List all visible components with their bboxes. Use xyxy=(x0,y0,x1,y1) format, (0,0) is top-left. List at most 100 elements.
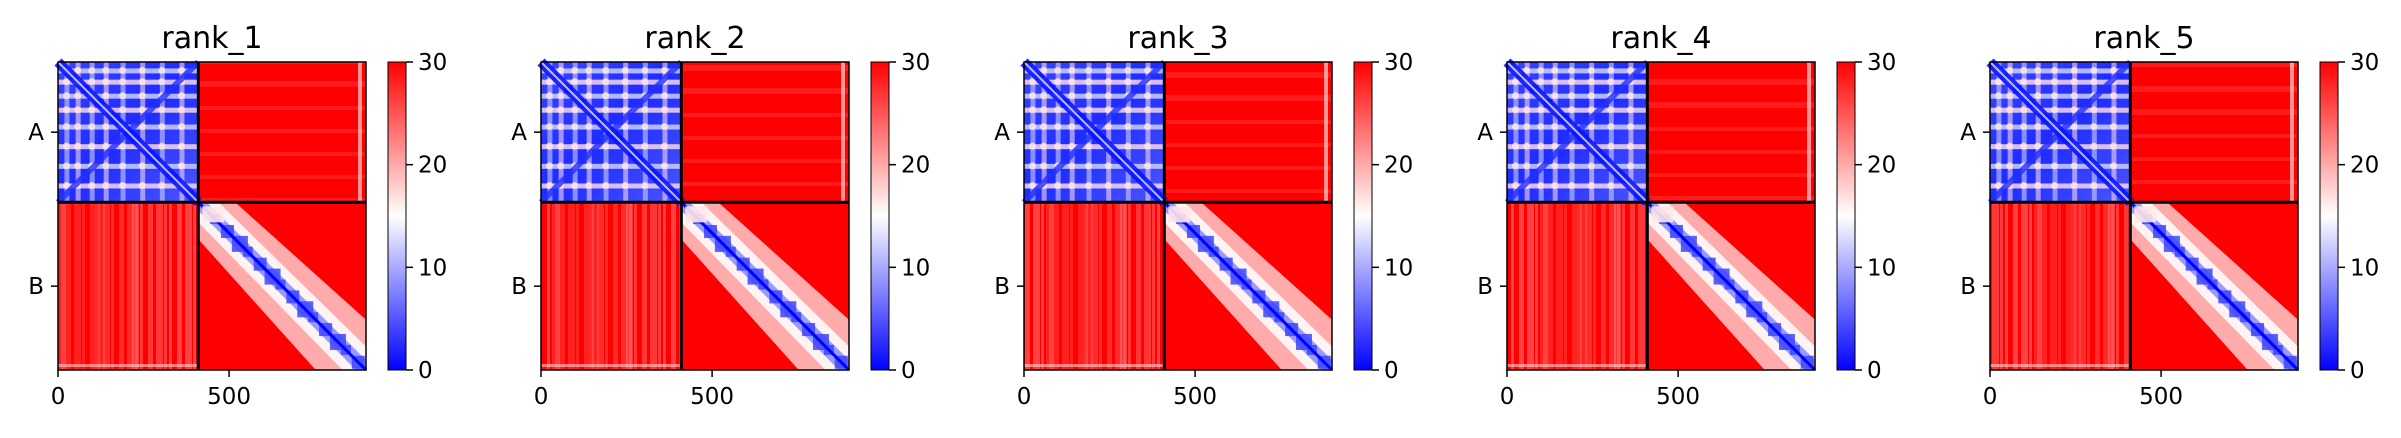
texture-stripe xyxy=(1647,127,1815,129)
texture-stripe xyxy=(82,202,85,370)
domain-node xyxy=(119,162,127,170)
texture-stripe xyxy=(1033,202,1040,370)
domain-node xyxy=(74,142,82,150)
texture-stripe xyxy=(2108,202,2115,370)
texture-stripe xyxy=(140,202,143,370)
domain-node xyxy=(2006,92,2014,100)
domain-node xyxy=(1068,92,1076,100)
domain-node xyxy=(2070,66,2078,74)
domain-stripe xyxy=(1996,62,2002,203)
texture-stripe xyxy=(1128,202,1131,370)
domain-node xyxy=(2109,66,2117,74)
domain-node xyxy=(119,142,127,150)
texture-stripe xyxy=(198,175,366,177)
texture-stripe xyxy=(681,159,849,161)
domain-node xyxy=(2051,106,2059,114)
texture-stripe xyxy=(1519,202,1524,370)
domain-node xyxy=(2020,123,2028,131)
texture-stripe xyxy=(2130,157,2298,159)
domain-node xyxy=(119,66,127,74)
domain-node xyxy=(2090,106,2098,114)
domain-node xyxy=(1143,142,1151,150)
domain-node xyxy=(62,181,70,189)
texture-stripe xyxy=(156,202,163,370)
domain-node xyxy=(74,162,82,170)
domain-node xyxy=(1104,181,1112,189)
domain-node xyxy=(2109,123,2117,131)
domain-node xyxy=(1607,106,1615,114)
domain-node xyxy=(585,123,593,131)
domain-node xyxy=(1537,78,1545,86)
domain-node xyxy=(585,78,593,86)
domain-node xyxy=(2109,142,2117,150)
domain-stripe xyxy=(140,62,146,203)
texture-stripe xyxy=(1062,202,1069,370)
domain-node xyxy=(1124,106,1132,114)
texture-stripe xyxy=(2074,202,2081,370)
domain-node xyxy=(1607,142,1615,150)
domain-stripe xyxy=(2021,62,2027,203)
texture-stripe xyxy=(1025,202,1030,370)
x-tick-label: 500 xyxy=(1173,384,1217,410)
domain-node xyxy=(1994,181,2002,189)
texture-stripe xyxy=(560,202,565,370)
plot-frame xyxy=(1506,61,1816,371)
pae-heatmap: A B 0 500 xyxy=(994,58,1334,410)
panel-title: rank_3 xyxy=(1127,21,1228,56)
texture-stripe xyxy=(119,202,124,370)
domain-node xyxy=(1523,123,1531,131)
domain-node xyxy=(2006,123,2014,131)
domain-node xyxy=(621,66,629,74)
domain-node xyxy=(1068,66,1076,74)
domain-node xyxy=(138,106,146,114)
domain-stripe xyxy=(558,62,564,203)
colorbar-tick-label: 20 xyxy=(2350,153,2379,179)
domain-node xyxy=(102,123,110,131)
texture-stripe xyxy=(1078,202,1083,370)
domain-node xyxy=(641,181,649,189)
domain-node xyxy=(177,66,185,74)
domain-node xyxy=(1523,162,1531,170)
domain-node xyxy=(621,162,629,170)
texture-stripe xyxy=(2130,113,2298,115)
domain-node xyxy=(177,92,185,100)
domain-node xyxy=(1054,123,1062,131)
domain-node xyxy=(62,162,70,170)
chain-label: A xyxy=(1960,120,1976,146)
domain-node xyxy=(1523,106,1531,114)
x-tick-label: 0 xyxy=(1500,384,1515,410)
domain-node xyxy=(2020,106,2028,114)
domain-node xyxy=(119,92,127,100)
domain-node xyxy=(1028,78,1036,86)
domain-stripe xyxy=(1125,62,1131,203)
domain-node xyxy=(1523,142,1531,150)
texture-stripe xyxy=(1120,202,1127,370)
domain-node xyxy=(1124,66,1132,74)
texture-stripe xyxy=(2058,202,2061,370)
domain-node xyxy=(1104,78,1112,86)
texture-stripe xyxy=(1647,152,1815,154)
domain-node xyxy=(1054,181,1062,189)
texture-stripe xyxy=(1083,202,1088,370)
chain-b-block xyxy=(1163,201,1334,372)
domain-node xyxy=(1551,142,1559,150)
texture-stripe xyxy=(1511,202,1514,370)
domain-node xyxy=(1626,66,1634,74)
texture-stripe xyxy=(681,161,849,163)
domain-stripe xyxy=(1507,107,1648,113)
texture-stripe xyxy=(1647,106,1815,108)
texture-stripe xyxy=(1136,202,1141,370)
colorbar: 0 10 20 30 xyxy=(387,50,447,384)
panel-title: rank_1 xyxy=(161,21,262,56)
domain-node xyxy=(1994,123,2002,131)
domain-node xyxy=(1568,181,1576,189)
domain-node xyxy=(88,106,96,114)
texture-patch xyxy=(202,206,225,223)
texture-stripe xyxy=(198,198,366,200)
texture-stripe xyxy=(198,131,366,133)
chain-label: A xyxy=(511,120,527,146)
domain-node xyxy=(138,92,146,100)
domain-node xyxy=(2034,123,2042,131)
domain-node xyxy=(1104,162,1112,170)
texture-stripe xyxy=(1580,202,1587,370)
